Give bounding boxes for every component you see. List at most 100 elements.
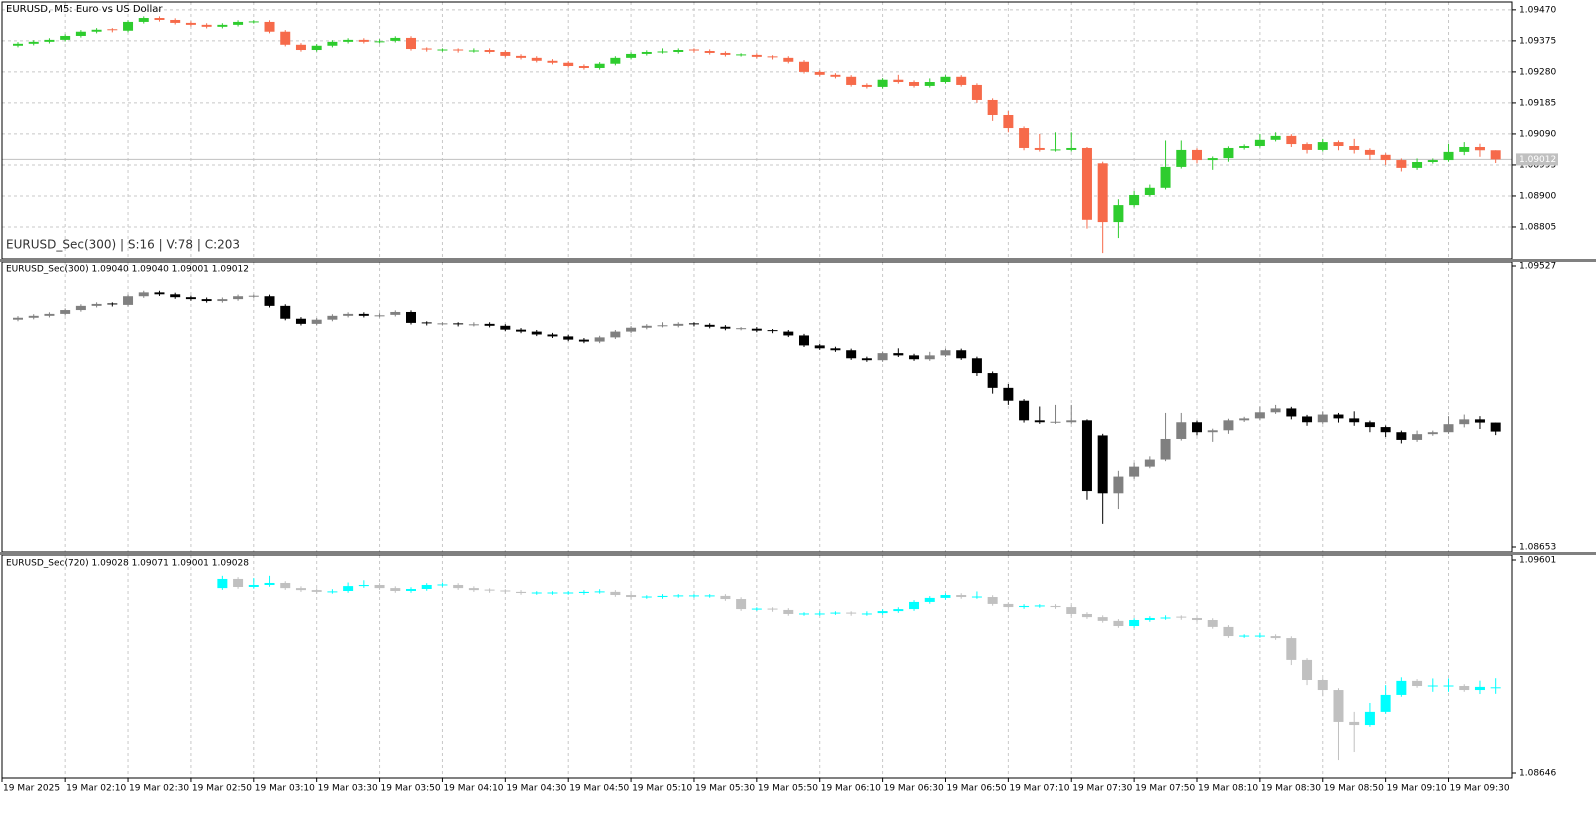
- x-tick-label: 19 Mar 03:50: [381, 784, 441, 794]
- candle-body: [783, 331, 794, 336]
- candle-body: [1286, 408, 1297, 417]
- candle-body: [1333, 142, 1344, 147]
- candle-body: [1270, 408, 1281, 413]
- candle-body: [1396, 160, 1407, 168]
- candle-body: [704, 324, 715, 327]
- candle-body: [563, 62, 574, 67]
- candle-body: [1097, 163, 1108, 223]
- candle-body: [406, 311, 416, 323]
- candle-body: [154, 18, 165, 20]
- candle-body: [1412, 434, 1423, 440]
- candle-body: [1113, 205, 1124, 223]
- x-tick-label: 19 Mar 07:50: [1135, 784, 1195, 794]
- candle-body: [1349, 418, 1360, 423]
- candle-body: [374, 584, 385, 589]
- candle-body: [390, 311, 401, 315]
- candle-body: [280, 305, 291, 319]
- x-tick-label: 19 Mar 04:30: [506, 784, 566, 794]
- x-tick-label: 19 Mar 05:50: [758, 784, 818, 794]
- candle-body: [814, 345, 825, 349]
- candle-body: [940, 76, 951, 83]
- candle-body: [28, 41, 39, 44]
- candle-body: [1207, 158, 1218, 161]
- candle-body: [233, 578, 244, 587]
- candle-body: [1380, 154, 1391, 161]
- candle-body: [500, 325, 511, 330]
- candle-body: [484, 50, 495, 52]
- candle-body: [311, 319, 322, 324]
- y-tick-label: 1.08646: [1519, 769, 1556, 779]
- panel-separator: [0, 552, 1596, 555]
- candle-body: [217, 578, 228, 589]
- candle-body: [1270, 135, 1281, 140]
- candle-body: [1317, 142, 1328, 150]
- y-tick-label: 1.09601: [1519, 556, 1556, 566]
- candle-body: [1207, 430, 1218, 433]
- candle-body: [1192, 617, 1202, 620]
- candle-body: [704, 50, 715, 53]
- candle-body: [1050, 605, 1061, 608]
- candle-body: [390, 588, 401, 592]
- candle-body: [877, 79, 888, 87]
- candle-body: [1003, 603, 1014, 608]
- x-tick-label: 19 Mar 04:50: [569, 784, 629, 794]
- candle-body: [390, 37, 401, 41]
- candle-body: [1364, 711, 1375, 726]
- candle-body: [971, 358, 982, 374]
- candle-body: [217, 24, 228, 27]
- candle-body: [295, 44, 306, 51]
- candle-body: [956, 76, 967, 85]
- candle-body: [610, 57, 621, 64]
- candle-body: [1270, 636, 1281, 639]
- candle-body: [956, 595, 967, 598]
- candle-body: [924, 597, 935, 602]
- candle-body: [233, 21, 244, 25]
- candle-body: [1302, 416, 1313, 423]
- candle-body: [170, 19, 181, 23]
- candle-body: [1317, 679, 1328, 691]
- candle-body: [1019, 605, 1030, 608]
- chart-subtitle: EURUSD_Sec(300) | S:16 | V:78 | C:203: [6, 238, 240, 252]
- candle-body: [673, 323, 684, 326]
- candle-body: [1129, 194, 1140, 206]
- candle-body: [1144, 617, 1155, 620]
- candle-body: [1254, 412, 1265, 419]
- y-tick-label: 1.09280: [1519, 67, 1556, 77]
- candle-body: [861, 358, 872, 361]
- candle-body: [343, 586, 354, 592]
- candle-body: [641, 51, 652, 54]
- candle-body: [830, 74, 841, 77]
- candle-body: [1192, 149, 1202, 161]
- candle-body: [1160, 166, 1171, 188]
- candle-body: [75, 305, 86, 311]
- candle-body: [1176, 149, 1187, 167]
- candle-body: [280, 582, 291, 589]
- candle-body: [1129, 466, 1140, 477]
- candle-body: [1474, 146, 1485, 151]
- candle-body: [987, 597, 998, 604]
- candle-body: [610, 331, 621, 338]
- x-tick-label: 19 Mar 05:30: [695, 784, 755, 794]
- candle-body: [248, 584, 259, 587]
- candle-body: [610, 591, 621, 596]
- candle-body: [327, 315, 338, 320]
- candle-body: [1443, 424, 1454, 433]
- candle-body: [1207, 619, 1218, 627]
- x-tick-label: 19 Mar 08:10: [1198, 784, 1258, 794]
- candle-body: [1097, 617, 1108, 621]
- candle-body: [1129, 619, 1140, 627]
- candle-body: [1490, 150, 1501, 160]
- candle-body: [185, 22, 196, 25]
- candle-body: [830, 348, 841, 351]
- x-tick-label: 19 Mar 07:10: [1009, 784, 1069, 794]
- candle-body: [138, 18, 149, 22]
- candle-body: [1066, 607, 1077, 614]
- y-tick-label: 1.08900: [1519, 191, 1556, 201]
- candle-body: [453, 584, 464, 589]
- candle-body: [138, 292, 149, 297]
- candle-body: [751, 54, 762, 57]
- candle-body: [594, 337, 605, 342]
- candle-body: [1192, 422, 1202, 433]
- candle-body: [201, 24, 212, 27]
